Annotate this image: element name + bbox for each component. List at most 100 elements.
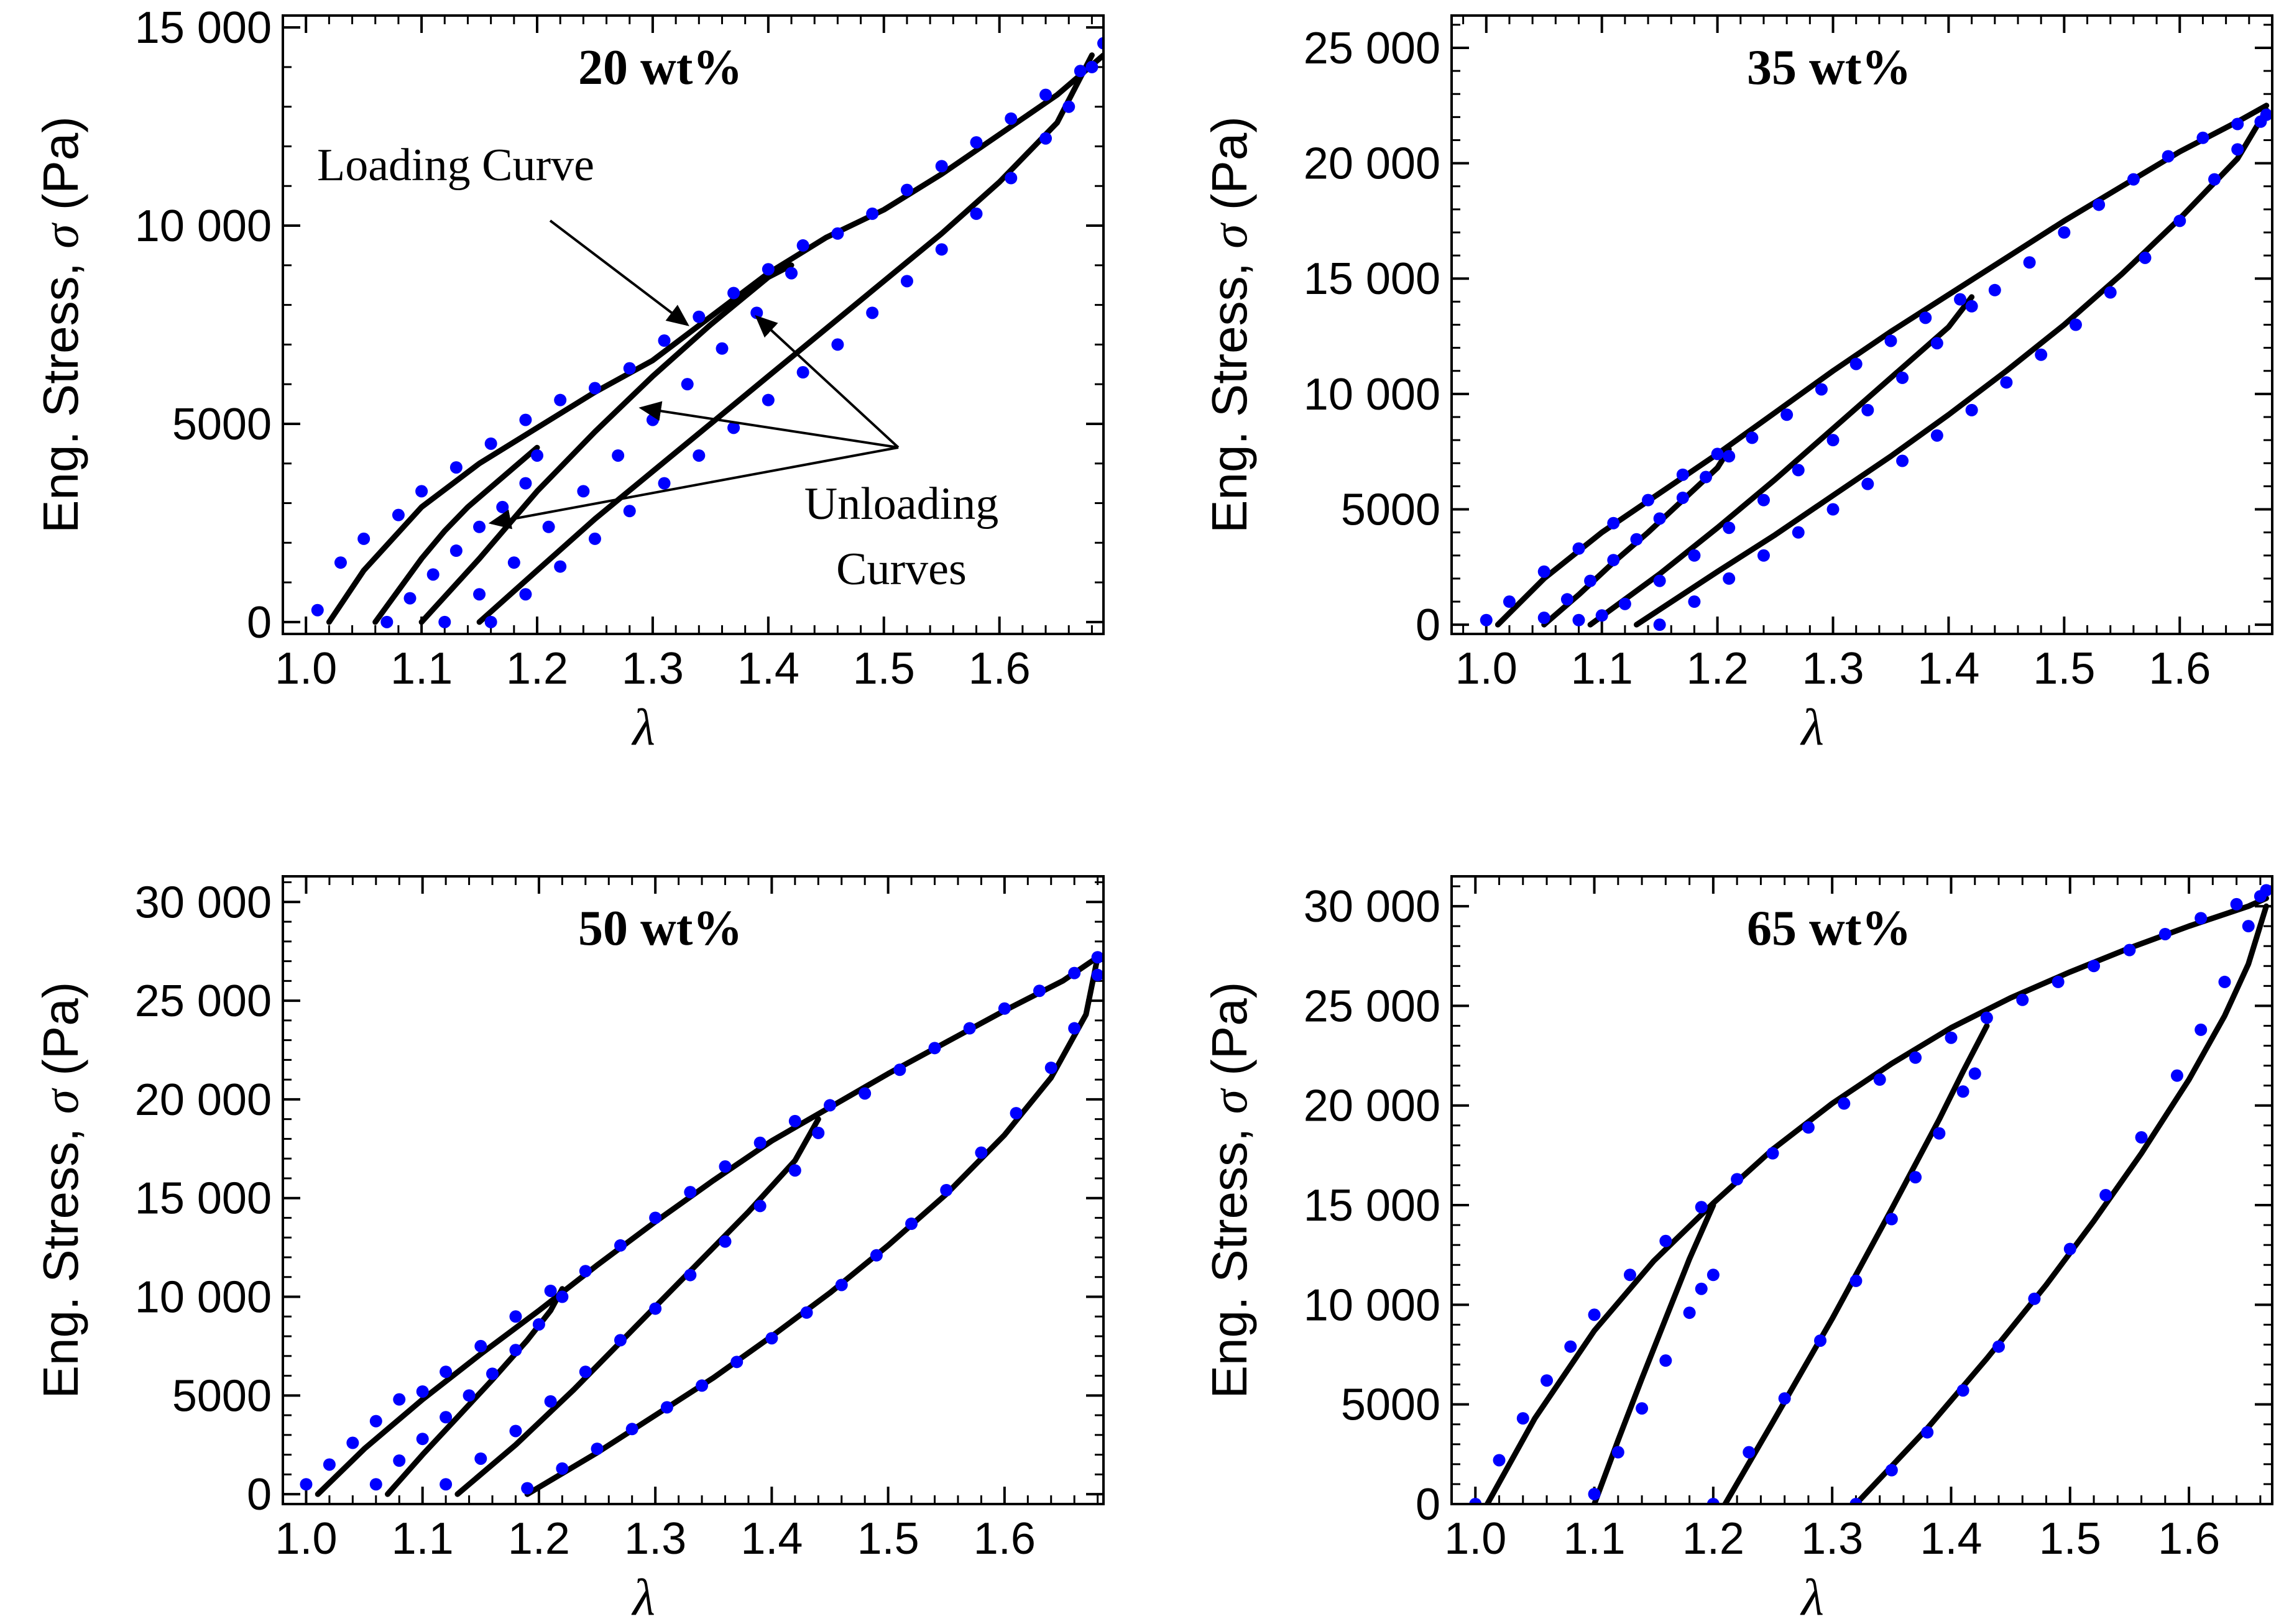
data-point (623, 505, 636, 518)
data-point (1861, 403, 1874, 416)
x-tick-label: 1.2 (1687, 644, 1749, 694)
data-point (812, 1126, 825, 1139)
data-point (1826, 434, 1840, 447)
data-point (1611, 1446, 1624, 1459)
data-point (2016, 993, 2029, 1006)
y-tick-label: 5000 (172, 1371, 272, 1421)
data-point (2231, 143, 2244, 156)
data-point (859, 1087, 872, 1100)
fit-curve-line (1591, 1202, 1716, 1504)
data-point (1723, 521, 1736, 534)
y-tick-label: 0 (1416, 1480, 1440, 1530)
data-point (796, 239, 809, 252)
data-point (614, 1334, 627, 1347)
y-tick-label: 20 000 (1304, 139, 1440, 189)
data-point (727, 421, 740, 434)
data-point (1085, 60, 1098, 73)
data-point (866, 306, 879, 319)
data-point (1896, 371, 1909, 384)
y-tick-label: 0 (1416, 600, 1440, 650)
y-axis-label-prefix: Eng. Stress, (1202, 249, 1257, 533)
x-axis-label: λ (1800, 1569, 1824, 1621)
data-point (1896, 454, 1909, 467)
data-point (1885, 1213, 1898, 1226)
data-point (486, 1367, 499, 1380)
data-point (614, 1239, 627, 1252)
data-point (1607, 554, 1620, 567)
fit-curve-line (1495, 103, 2270, 628)
data-point (1688, 595, 1701, 608)
data-point (835, 1278, 848, 1291)
data-point (1723, 572, 1736, 585)
data-point (544, 1395, 557, 1408)
data-point (2058, 226, 2071, 239)
data-point (2196, 131, 2209, 144)
data-point (905, 1217, 918, 1230)
data-point (693, 310, 706, 323)
data-point (1005, 172, 1018, 185)
data-point (521, 1482, 534, 1495)
data-point (796, 366, 809, 379)
x-tick-label: 1.4 (737, 644, 799, 694)
y-tick-label: 0 (247, 1470, 272, 1520)
data-point (788, 1164, 801, 1177)
data-point (556, 1290, 569, 1303)
data-point (531, 449, 544, 462)
data-point (1039, 132, 1052, 145)
y-axis-sigma: σ (1203, 1088, 1258, 1114)
data-point (2242, 920, 2255, 933)
data-point (658, 334, 671, 347)
data-point (719, 1160, 732, 1173)
data-point (1607, 516, 1620, 530)
data-point (900, 275, 913, 288)
data-point (970, 136, 983, 149)
data-point (1493, 1454, 1506, 1467)
data-point (554, 560, 567, 573)
data-point (940, 1184, 953, 1196)
data-point (928, 1042, 941, 1055)
data-point (1965, 300, 1978, 313)
data-point (1757, 493, 1770, 507)
data-point (1541, 1374, 1554, 1387)
data-point (357, 532, 371, 545)
data-point (1849, 1498, 1863, 1504)
data-point (998, 1002, 1011, 1015)
data-point (2135, 1131, 2148, 1144)
data-point (2000, 376, 2013, 389)
data-point (684, 1186, 697, 1199)
data-point (577, 485, 590, 498)
data-point (800, 1306, 813, 1319)
data-point (1537, 612, 1550, 625)
data-point (507, 556, 520, 569)
unloading-curve-arrow (488, 446, 899, 530)
data-point (762, 263, 775, 276)
data-point (623, 362, 636, 375)
data-point (1695, 1282, 1708, 1295)
data-point (1676, 491, 1689, 504)
fit-curve-line (1541, 446, 1732, 628)
loading-curve-arrow (549, 219, 689, 326)
fit-curve-line (524, 954, 1101, 1497)
data-point (346, 1436, 359, 1449)
data-point (1480, 613, 1493, 626)
data-point (1005, 112, 1018, 125)
data-point (1968, 1067, 1981, 1080)
data-point (2173, 214, 2186, 227)
data-point (440, 1411, 453, 1424)
data-point (1746, 431, 1759, 444)
panel-title: 35 wt% (1747, 40, 1911, 95)
y-tick-label: 10 000 (1304, 1280, 1440, 1330)
data-point (323, 1458, 336, 1471)
y-axis-sigma: σ (34, 1088, 89, 1114)
data-point (1623, 1268, 1636, 1282)
x-tick-label: 1.4 (740, 1514, 803, 1564)
data-point (1849, 1274, 1863, 1287)
data-point (588, 382, 601, 395)
data-point (1091, 951, 1103, 964)
data-point (2195, 1023, 2208, 1036)
data-point (1815, 383, 1828, 396)
data-point (415, 485, 428, 498)
data-point (730, 1356, 744, 1369)
data-point (403, 592, 417, 605)
data-point (2254, 115, 2267, 128)
